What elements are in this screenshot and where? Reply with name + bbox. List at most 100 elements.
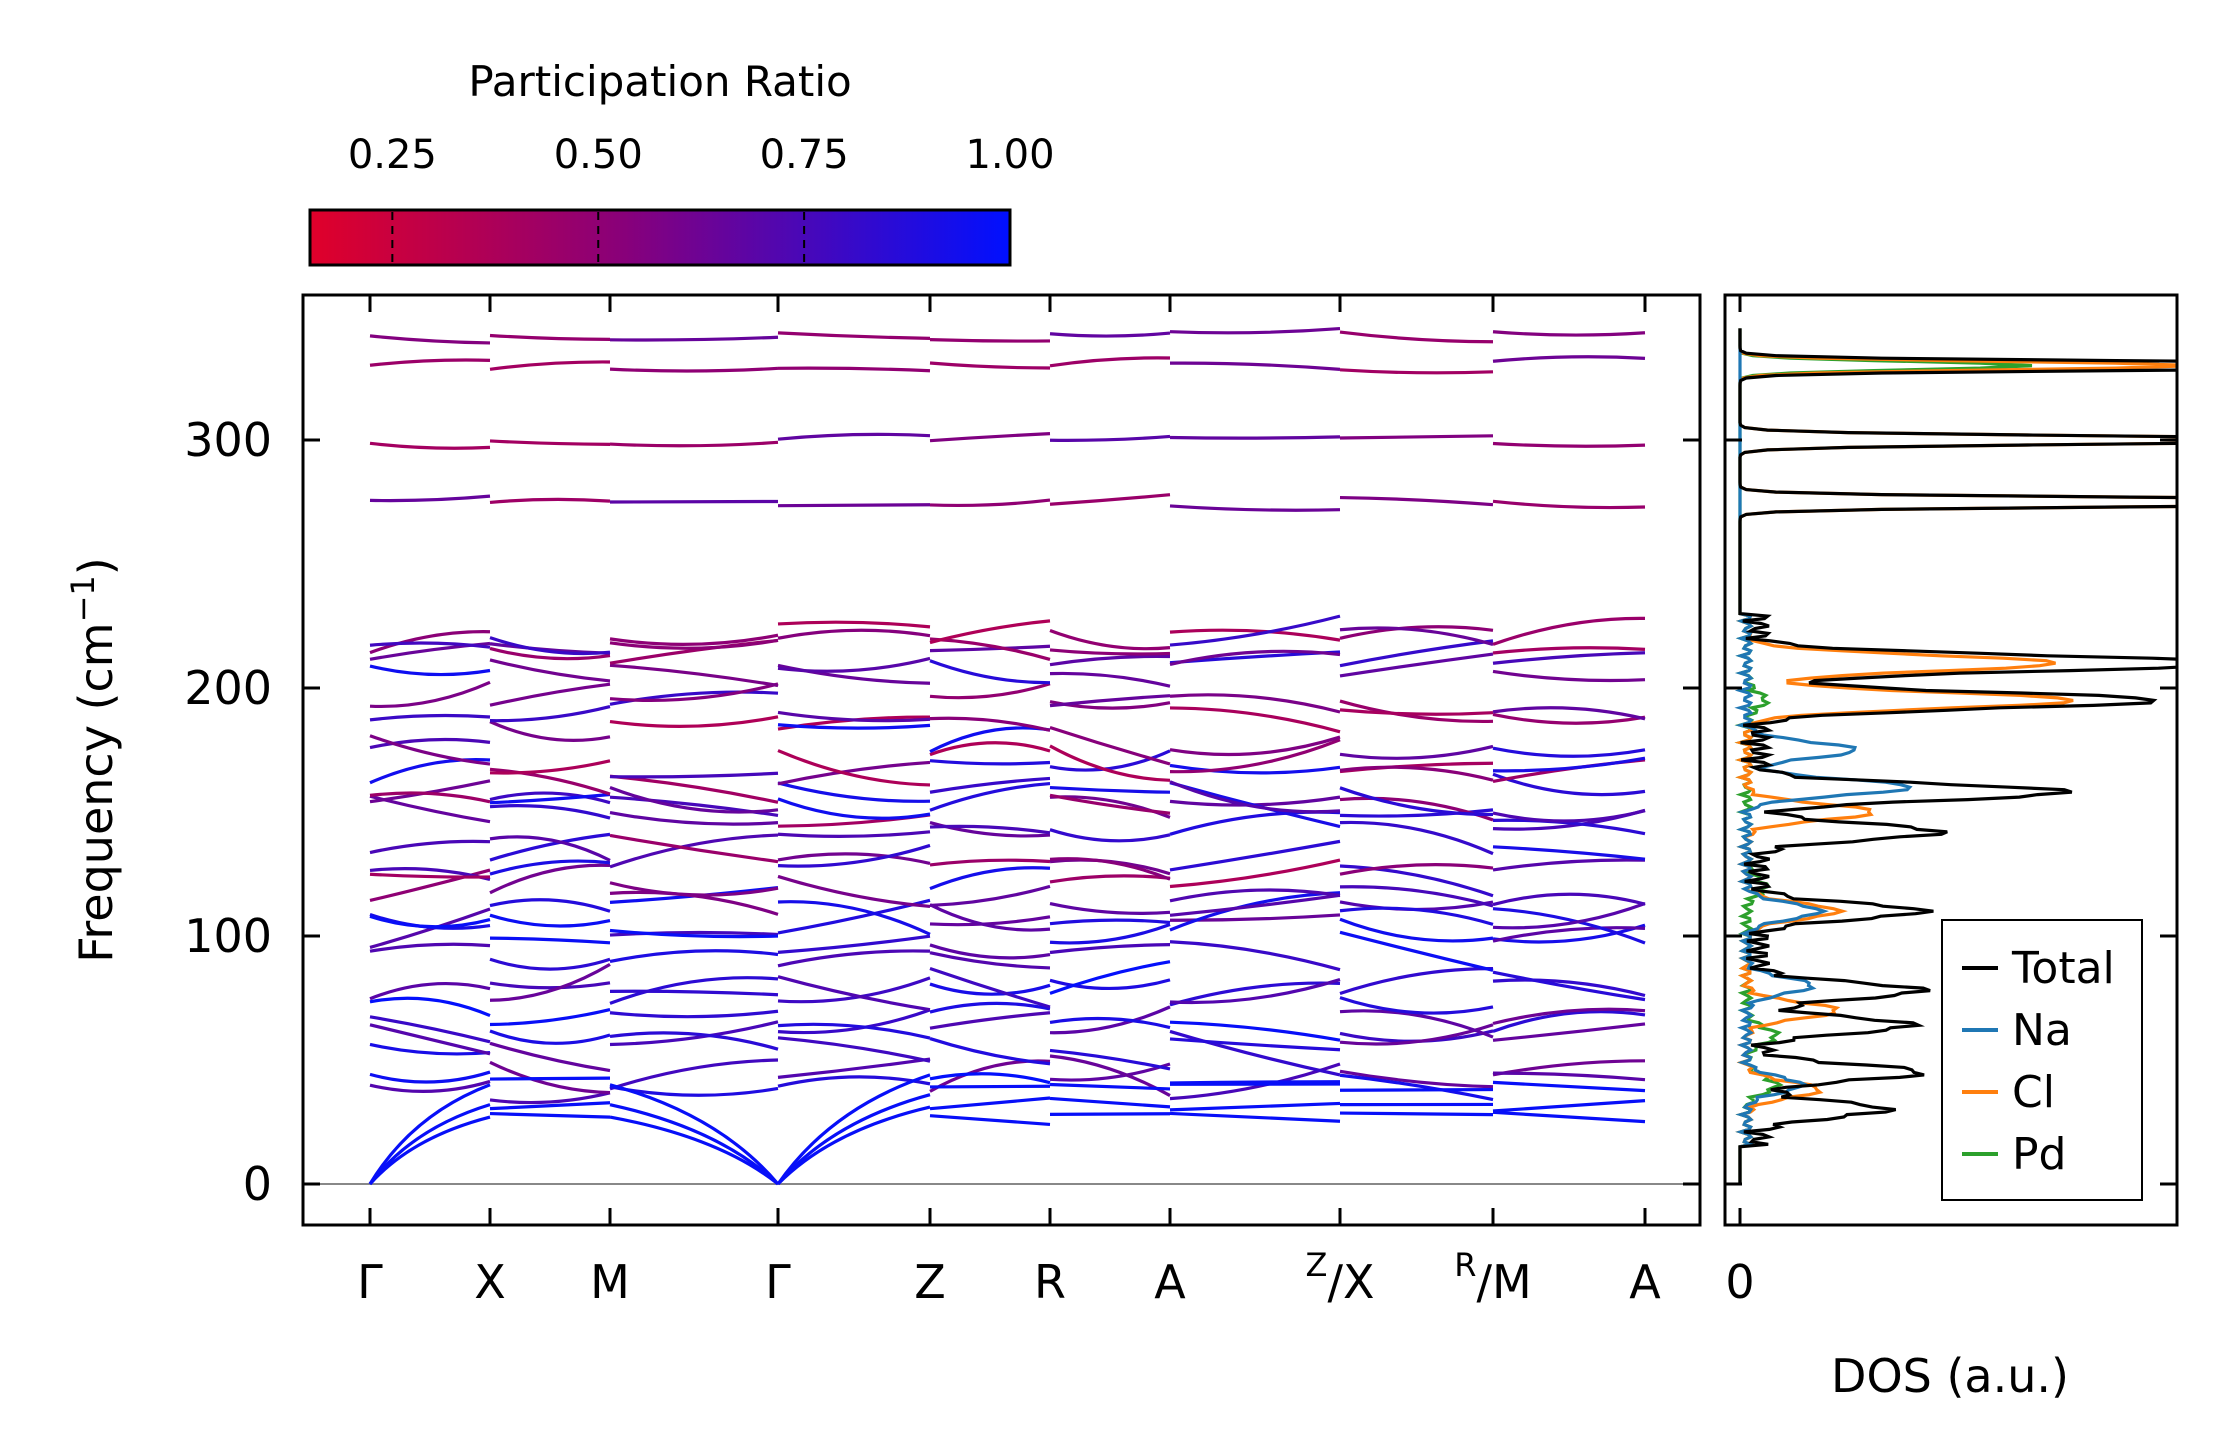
band-curve xyxy=(1169,326,1341,335)
band-curve xyxy=(1049,902,1171,915)
band-curve xyxy=(609,366,779,373)
band-curve xyxy=(1049,654,1171,667)
band-curve xyxy=(489,832,611,862)
y-tick-label: 100 xyxy=(184,909,272,963)
band-curve xyxy=(609,499,779,504)
colorbar-gradient xyxy=(308,208,1012,267)
acoustic-branch xyxy=(929,1096,1051,1111)
band-curve xyxy=(1169,913,1341,922)
acoustic-branch xyxy=(1049,1082,1171,1091)
band-curve xyxy=(609,833,779,864)
band-curve xyxy=(777,830,931,838)
band-curve xyxy=(489,898,611,913)
band-curve xyxy=(1169,893,1341,917)
band-curve xyxy=(1049,828,1171,843)
k-point-label: A xyxy=(1154,1255,1186,1309)
band-curve xyxy=(777,656,931,673)
band-curve xyxy=(369,758,491,785)
phonon-bands xyxy=(368,326,1646,1186)
colorbar-tick-label: 0.50 xyxy=(554,132,643,178)
band-curve xyxy=(1049,671,1171,688)
band-curve xyxy=(1339,626,1494,646)
band-curve xyxy=(777,628,931,640)
dos-axes: 02 xyxy=(1725,295,2177,1309)
y-tick-label: 300 xyxy=(184,413,272,467)
band-curve xyxy=(1169,1037,1341,1052)
band-curve xyxy=(1492,978,1646,998)
k-point-label-main: /M xyxy=(1477,1255,1532,1309)
colorbar: Participation Ratio 0.25 0.50 0.75 1.00 xyxy=(308,57,1055,267)
dos-panel: 02 DOS (a.u.) Total Na Cl Pd xyxy=(1723,293,2179,1403)
band-curve xyxy=(929,858,1051,867)
acoustic-branch xyxy=(1169,1111,1341,1123)
band-curve xyxy=(777,432,931,441)
band-y-axis-title: Frequency (cm−1) xyxy=(64,557,123,962)
band-curve xyxy=(1049,749,1171,772)
band-curve xyxy=(1049,493,1171,506)
band-curve xyxy=(489,957,611,971)
band-curve xyxy=(489,682,611,707)
band-curve xyxy=(1169,628,1341,642)
band-curve xyxy=(1492,651,1646,665)
band-curve xyxy=(489,913,611,928)
dos-x-axis-title: DOS (a.u.) xyxy=(1831,1349,2069,1403)
band-curve xyxy=(777,797,931,820)
band-curve xyxy=(1492,355,1646,363)
k-point-label: X xyxy=(474,1255,506,1309)
band-curve xyxy=(777,331,931,340)
band-curve xyxy=(1049,356,1171,368)
band-curve xyxy=(609,715,779,728)
band-curve xyxy=(1492,1022,1646,1042)
band-curve xyxy=(489,791,611,805)
band-curve xyxy=(609,976,779,1005)
band-curve xyxy=(609,1009,779,1019)
band-curve xyxy=(777,934,931,954)
band-curve xyxy=(1049,923,1171,945)
band-curve xyxy=(1492,1010,1646,1033)
band-curve xyxy=(1339,967,1494,995)
band-curve xyxy=(609,930,779,937)
band-curve xyxy=(1169,693,1341,714)
band-curve xyxy=(489,1091,611,1105)
band-curve xyxy=(1492,746,1646,758)
band-curve xyxy=(1049,978,1171,991)
band-curve xyxy=(1049,331,1171,338)
dos-curves xyxy=(1734,328,2177,1184)
band-curve xyxy=(1492,1007,1646,1026)
band-curve xyxy=(609,440,779,448)
band-curve xyxy=(929,338,1051,343)
band-curve xyxy=(1169,780,1341,814)
band-curve xyxy=(1339,885,1494,908)
acoustic-branch xyxy=(929,1084,1051,1089)
k-point-label: R/M xyxy=(1454,1246,1531,1309)
band-curve xyxy=(929,1037,1051,1066)
band-curve xyxy=(609,949,779,964)
band-curve xyxy=(489,804,611,820)
band-curve xyxy=(489,646,611,661)
band-curve xyxy=(609,663,779,688)
band-curve xyxy=(609,771,779,779)
band-curve xyxy=(1339,625,1494,640)
band-curve xyxy=(369,1042,491,1056)
acoustic-branch xyxy=(489,1076,611,1081)
band-curve xyxy=(369,713,491,722)
band-curve xyxy=(777,843,931,868)
band-curve xyxy=(489,704,611,723)
band-curve xyxy=(1169,858,1341,889)
band-curve xyxy=(1049,725,1171,766)
band-curve xyxy=(369,641,491,649)
band-curve xyxy=(489,767,611,796)
band-curve xyxy=(1339,864,1494,898)
band-curve xyxy=(1492,706,1646,721)
band-curve xyxy=(1049,1062,1171,1082)
band-curve xyxy=(777,1057,931,1079)
band-curve xyxy=(1169,981,1341,1007)
band-curve xyxy=(489,792,611,805)
band-curve xyxy=(1492,646,1646,655)
band-curve xyxy=(1339,495,1494,507)
band-curve xyxy=(609,1058,779,1091)
band-curve xyxy=(1339,708,1494,716)
band-curve xyxy=(1169,940,1341,972)
band-curve xyxy=(1339,652,1494,678)
band-curve xyxy=(369,664,491,677)
